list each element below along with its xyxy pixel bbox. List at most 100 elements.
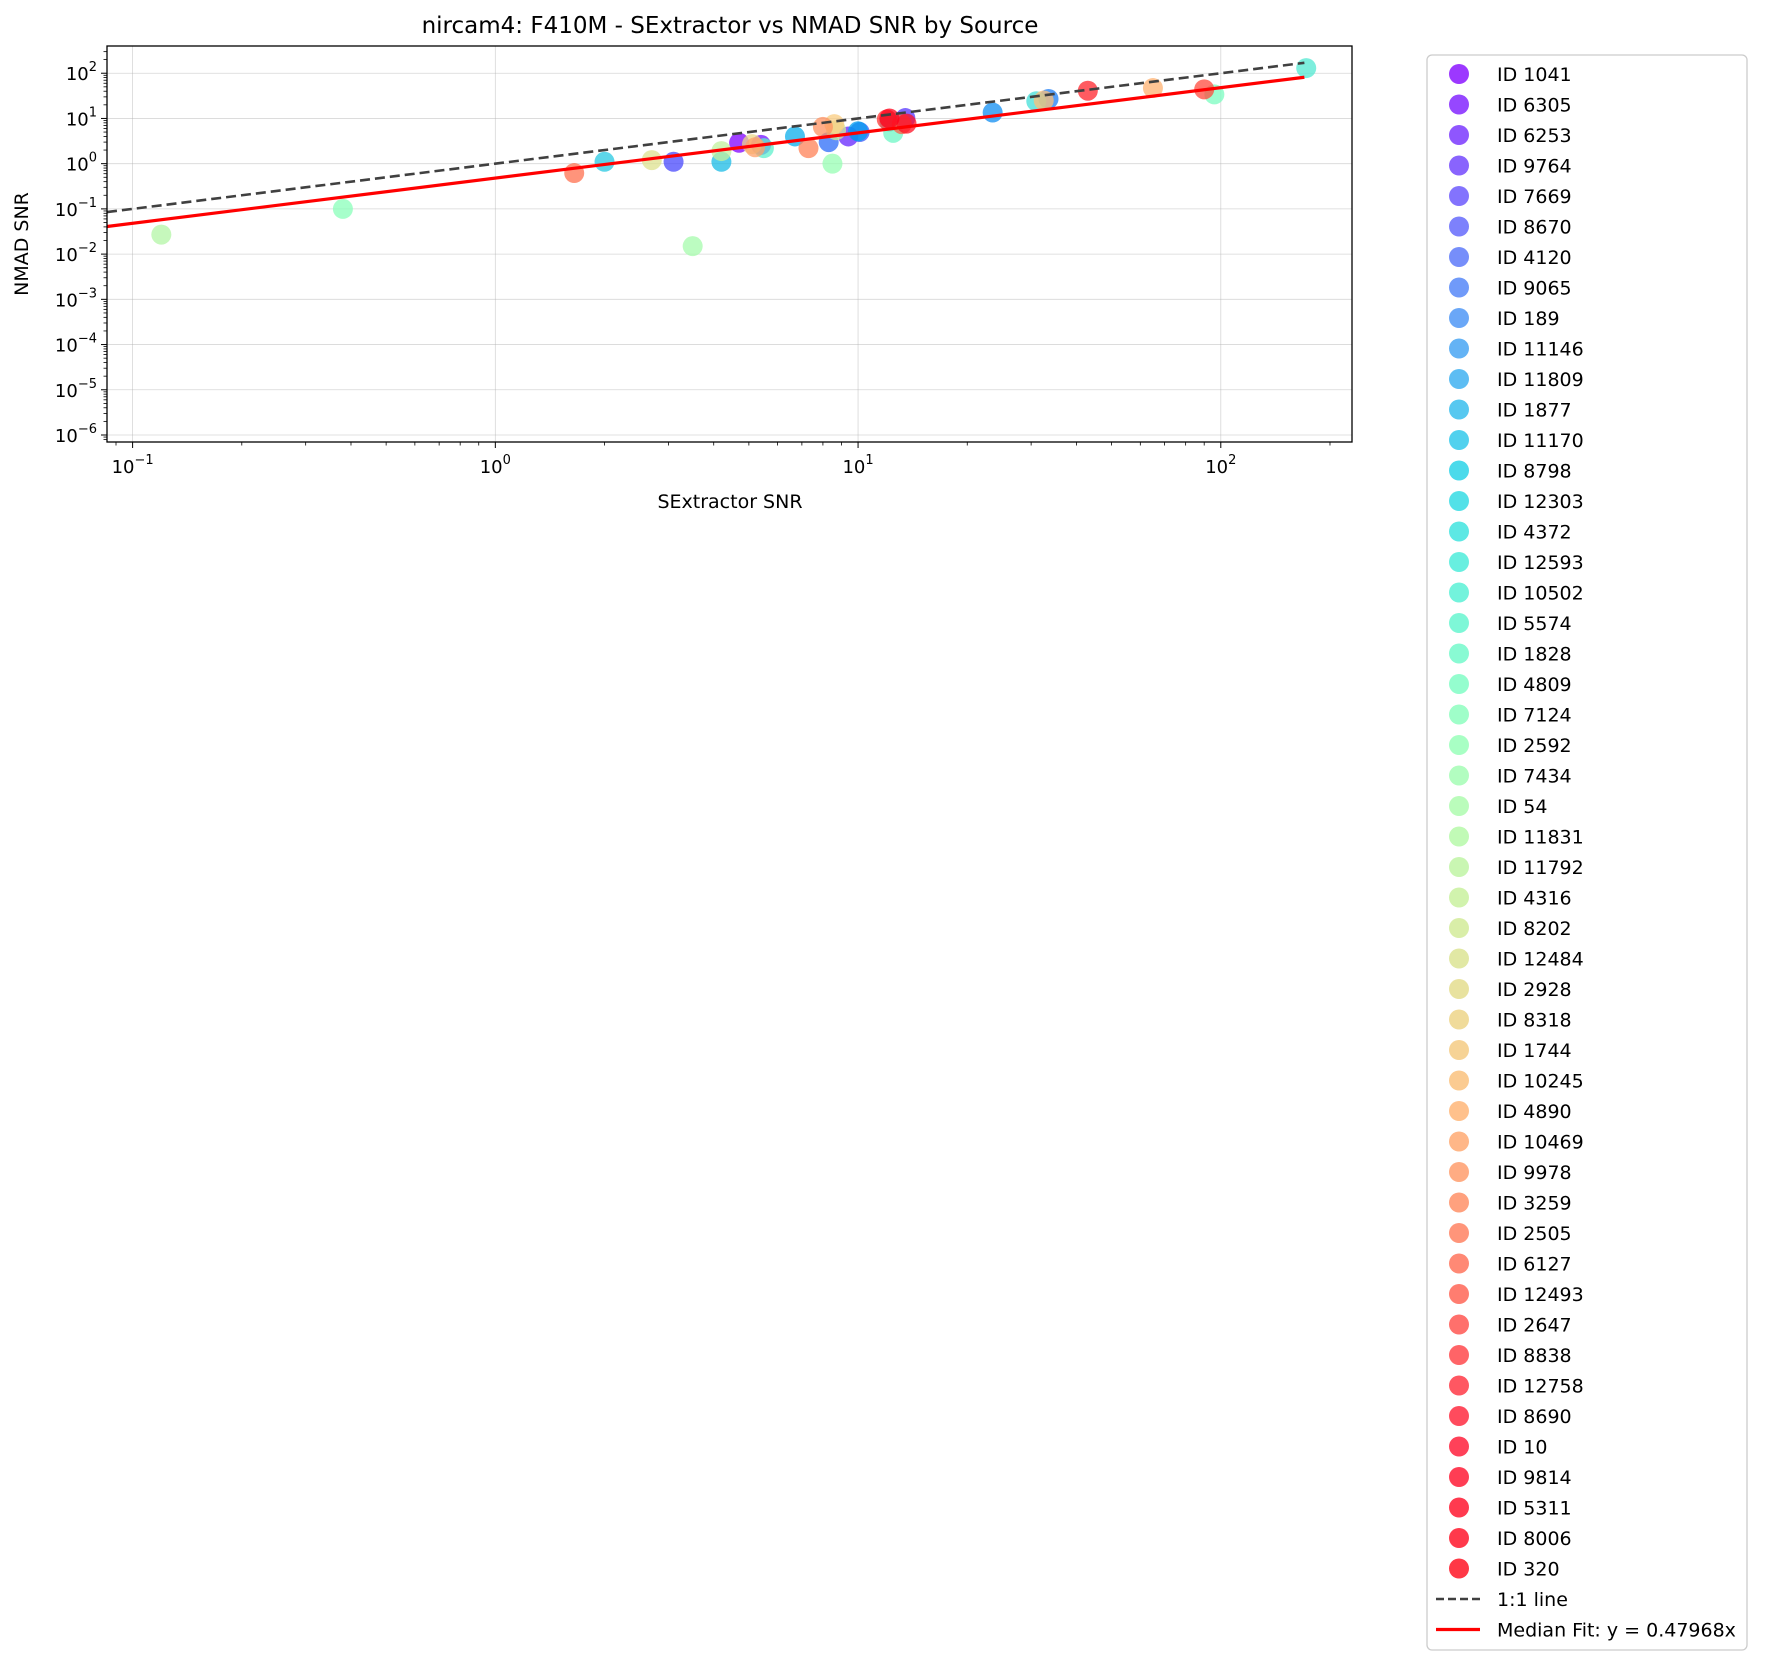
data-point — [594, 151, 615, 172]
legend-marker — [1449, 155, 1469, 176]
legend-label: ID 6127 — [1497, 1254, 1572, 1276]
legend-items: ID 1041 ID 6305 ID 6253 ID 9764 ID 7669 ID 86… — [1436, 64, 1736, 1642]
legend-marker — [1449, 64, 1469, 84]
y-tick-label: 10−1 — [55, 196, 97, 221]
data-point — [982, 102, 1003, 123]
legend-marker — [1449, 674, 1469, 694]
legend-marker — [1449, 1192, 1469, 1213]
y-tick-label: 101 — [66, 105, 97, 130]
legend-label: ID 9764 — [1497, 156, 1572, 178]
legend-label: ID 11792 — [1497, 857, 1584, 879]
legend-marker — [1449, 1436, 1469, 1457]
legend-label: ID 1744 — [1497, 1040, 1572, 1062]
legend-marker — [1449, 918, 1469, 938]
data-point — [879, 108, 900, 129]
legend-marker — [1449, 1284, 1469, 1304]
legend-label: ID 3259 — [1497, 1193, 1572, 1215]
legend-marker — [1449, 1070, 1469, 1091]
legend-marker — [1449, 430, 1469, 450]
legend-label-one-to-one: 1:1 line — [1497, 1589, 1568, 1611]
legend-marker — [1449, 735, 1469, 755]
legend-marker — [1449, 765, 1469, 786]
legend-marker — [1449, 643, 1469, 664]
y-tick-label: 10−4 — [55, 332, 97, 357]
legend-label: ID 10 — [1497, 1437, 1547, 1459]
data-point — [1296, 58, 1317, 79]
x-tick-label: 100 — [480, 453, 511, 478]
y-axis-label: NMAD SNR — [11, 192, 33, 296]
legend-marker — [1449, 277, 1469, 298]
y-tick-label: 100 — [66, 151, 97, 176]
legend-label: ID 11170 — [1497, 430, 1584, 452]
legend-marker — [1449, 1040, 1469, 1060]
legend-marker — [1449, 1375, 1469, 1396]
legend-marker — [1449, 796, 1469, 816]
legend-label: ID 7669 — [1497, 186, 1572, 208]
legend-marker — [1449, 613, 1469, 633]
legend-marker — [1449, 1223, 1469, 1243]
legend-marker — [1449, 1467, 1469, 1487]
chart-legend: ID 1041 ID 6305 ID 6253 ID 9764 ID 7669 ID 86… — [1426, 54, 1748, 1651]
legend-label: ID 8690 — [1497, 1406, 1572, 1428]
legend-marker — [1449, 552, 1469, 572]
legend-label: ID 6253 — [1497, 125, 1572, 147]
legend-label: ID 2928 — [1497, 979, 1572, 1001]
legend-frame — [1426, 54, 1748, 1651]
legend-label: ID 1041 — [1497, 64, 1572, 86]
data-point — [812, 116, 833, 137]
legend-marker — [1449, 1528, 1469, 1548]
legend-marker — [1449, 1101, 1469, 1121]
x-axis-label: SExtractor SNR — [657, 491, 802, 513]
data-point — [1077, 80, 1098, 101]
legend-label: ID 1877 — [1497, 400, 1572, 422]
legend-marker — [1449, 826, 1469, 847]
legend-marker — [1449, 1009, 1469, 1030]
legend-label: ID 11809 — [1497, 369, 1584, 391]
legend-marker — [1449, 247, 1469, 267]
legend-marker — [1449, 369, 1469, 389]
chart-title: nircam4: F410M - SExtractor vs NMAD SNR … — [422, 13, 1039, 39]
legend-label: ID 11146 — [1497, 339, 1584, 361]
legend-label: ID 320 — [1497, 1559, 1560, 1581]
data-point — [822, 153, 843, 174]
legend-label: ID 4120 — [1497, 247, 1572, 269]
legend-marker — [1449, 1131, 1469, 1152]
legend-label: ID 9814 — [1497, 1467, 1572, 1489]
legend-label: ID 54 — [1497, 796, 1547, 818]
legend-label: ID 6305 — [1497, 95, 1572, 117]
legend-label-median-fit: Median Fit: y = 0.47968x — [1497, 1620, 1736, 1642]
legend-marker — [1449, 704, 1469, 725]
legend-label: ID 10502 — [1497, 583, 1584, 605]
legend-label: ID 12493 — [1497, 1284, 1584, 1306]
legend-label: ID 2647 — [1497, 1315, 1572, 1337]
legend-label: ID 8318 — [1497, 1010, 1572, 1032]
x-tick-label: 10−1 — [112, 453, 154, 478]
legend-label: ID 12758 — [1497, 1376, 1584, 1398]
legend-label: ID 7124 — [1497, 705, 1572, 727]
legend-marker — [1449, 857, 1469, 877]
legend-label: ID 2505 — [1497, 1223, 1572, 1245]
legend-label: ID 4809 — [1497, 674, 1572, 696]
legend-marker — [1449, 308, 1469, 328]
legend-label: ID 11831 — [1497, 827, 1584, 849]
legend-label: ID 10245 — [1497, 1071, 1584, 1093]
legend-label: ID 9065 — [1497, 278, 1572, 300]
one-to-one-line — [106, 61, 1305, 214]
legend-label: ID 8006 — [1497, 1528, 1572, 1550]
legend-marker — [1449, 1253, 1469, 1274]
legend-label: ID 8670 — [1497, 217, 1572, 239]
legend-label: ID 10469 — [1497, 1132, 1584, 1154]
data-point — [798, 138, 819, 159]
legend-marker — [1449, 186, 1469, 206]
y-tick-label: 10−3 — [55, 286, 97, 311]
legend-marker — [1449, 887, 1469, 908]
x-tick-label: 101 — [842, 453, 873, 478]
legend-label: ID 9978 — [1497, 1162, 1572, 1184]
legend-marker — [1449, 979, 1469, 999]
legend-label: ID 4316 — [1497, 888, 1572, 910]
y-tick-label: 102 — [66, 60, 97, 85]
legend-label: ID 8798 — [1497, 461, 1572, 483]
y-tick-label: 10−2 — [55, 241, 97, 266]
